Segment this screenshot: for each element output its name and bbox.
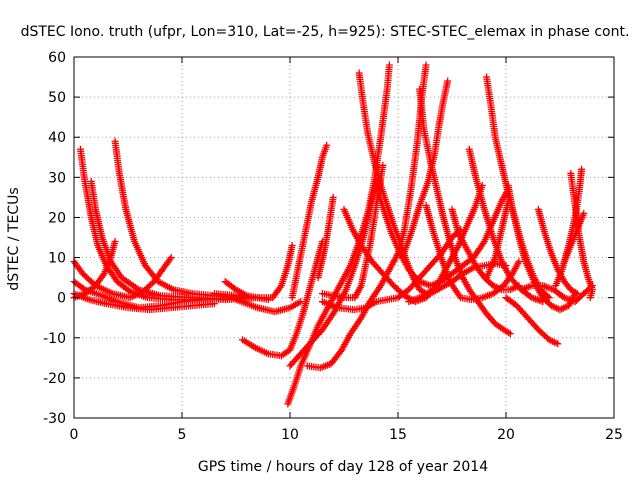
series-arc-33 [534,205,581,298]
x-tick-label: 20 [497,427,515,443]
data-point [125,286,133,294]
y-tick-label: 0 [57,291,66,307]
axis-ticks: 0 5 10 15 20 25 -30 -20 -10 0 10 20 30 40 50 60 [43,50,623,443]
x-tick-label: 15 [389,427,407,443]
x-axis-label: GPS time / hours of day 128 of year 2014 [198,459,488,475]
series-arc-31 [502,294,562,348]
series-arc-26 [448,205,523,294]
data-point [323,141,331,149]
data-point [444,77,452,85]
data-points [70,61,596,408]
y-tick-label: 40 [48,130,66,146]
series-arc-36 [567,169,596,302]
series-arc-29 [483,197,512,282]
plot-frame [73,56,615,419]
x-tick-label: 10 [281,427,299,443]
x-tick-label: 25 [605,427,623,443]
series-arc-10 [210,242,296,302]
data-point [586,294,594,302]
series-arc-34 [552,165,586,290]
data-point [329,193,337,201]
series-arc-07 [70,290,218,314]
y-tick-label: 30 [48,170,66,186]
series-arc-25 [422,201,523,304]
data-point [572,289,580,297]
series-arc-16 [314,193,337,282]
y-tick-label: -10 [43,331,66,347]
data-point [545,294,553,302]
series-arc-15 [303,61,430,372]
x-tick-label: 0 [70,427,79,443]
y-tick-label: -30 [43,411,66,427]
x-tick-label: 5 [178,427,187,443]
y-tick-label: -20 [43,371,66,387]
y-tick-label: 20 [48,210,66,226]
series-arc-17 [318,225,465,314]
data-point [385,61,393,69]
data-point [554,340,562,348]
y-tick-label: 10 [48,251,66,267]
data-point [422,61,430,69]
series-arc-05 [111,137,246,302]
data-point [210,300,218,308]
data-point [111,238,119,246]
chart-title: dSTEC Iono. truth (ufpr, Lon=310, Lat=-2… [21,24,630,40]
data-point [515,258,523,266]
series-arc-27 [465,145,547,306]
series-arc-24 [416,85,514,338]
data-point [506,330,514,338]
series-arc-09 [232,296,305,316]
y-tick-label: 60 [48,50,66,66]
series-arc-14 [288,141,331,302]
data-point [505,329,513,337]
plot-border [73,56,615,419]
series-arc-19 [340,181,486,306]
data-point [580,209,588,217]
data-point [288,242,296,250]
data-point [379,161,387,169]
series-arc-04 [87,177,262,304]
y-axis-label: dSTEC / TECUs [6,187,22,290]
y-tick-label: 50 [48,90,66,106]
grid-lines [74,57,614,418]
data-point [167,254,175,262]
data-point [573,290,581,298]
data-point [578,165,586,173]
data-point [544,292,552,300]
